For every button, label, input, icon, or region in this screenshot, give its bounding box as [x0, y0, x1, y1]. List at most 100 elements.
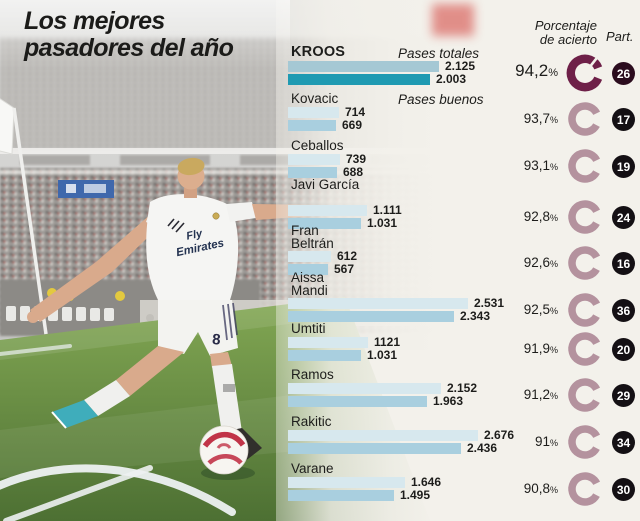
percent-sign: %	[549, 345, 558, 355]
accuracy-number: 91,9	[523, 341, 550, 356]
bar-pases-totales	[288, 430, 478, 441]
scoreboard-blur	[432, 4, 474, 36]
appearances-badge: 36	[612, 299, 635, 322]
accuracy-number: 92,5	[523, 302, 550, 317]
bar-value-buenos: 1.495	[400, 488, 431, 502]
bar-pases-totales	[288, 383, 441, 394]
accuracy-number: 92,6	[523, 255, 550, 270]
bar-pases-totales	[288, 205, 367, 216]
accuracy-ring-icon	[568, 246, 602, 280]
accuracy-value: 91,2%	[468, 386, 558, 405]
page-title: Los mejores pasadores del año	[24, 8, 234, 62]
pitch-lines	[0, 344, 236, 521]
bar-value-totales: 2.676	[484, 428, 515, 442]
bar-value-buenos: 2.343	[460, 309, 491, 323]
appearances-badge: 30	[612, 478, 635, 501]
player-jersey	[146, 194, 239, 300]
bar-pases-totales	[288, 251, 331, 262]
jersey-sponsor-line1: Fly	[185, 227, 204, 242]
percent-sign: %	[549, 115, 558, 125]
accuracy-ring-icon	[568, 293, 602, 327]
ball	[199, 425, 255, 480]
ad-board-mark	[66, 184, 76, 193]
accuracy-value: 91,9%	[468, 340, 558, 359]
player-name: KROOS	[291, 44, 346, 60]
bar-pases-buenos	[288, 218, 361, 229]
accuracy-ring-icon	[568, 149, 602, 183]
bar-value-buenos: 1.031	[367, 348, 398, 362]
percent-sign: %	[549, 438, 558, 448]
player-name: Fran Beltrán	[291, 223, 334, 251]
bar-value-buenos: 2.003	[436, 72, 467, 86]
bar-value-totales: 612	[337, 249, 358, 263]
bar-pases-buenos	[288, 396, 427, 407]
player-left-sock	[84, 380, 130, 416]
bar-pases-totales	[288, 61, 439, 72]
player-back-arm	[30, 206, 172, 322]
bar-pases-totales	[288, 107, 339, 118]
accuracy-value: 94,2%	[468, 61, 558, 83]
bar-pases-totales	[288, 477, 405, 488]
bar-value-buenos: 2.436	[467, 441, 498, 455]
bar-pases-buenos	[288, 74, 430, 85]
percent-sign: %	[549, 485, 558, 495]
bar-value-totales: 739	[346, 152, 367, 166]
page-title-line2: pasadores del año	[24, 34, 234, 62]
player-name: Kovacic	[291, 91, 339, 106]
accuracy-ring-icon	[568, 102, 602, 136]
player-right-sock	[212, 364, 242, 434]
accuracy-value: 93,7%	[468, 110, 558, 129]
bar-pases-buenos	[288, 490, 394, 501]
bar-pases-totales	[288, 154, 340, 165]
bar-value-totales: 1.646	[411, 475, 442, 489]
player-shorts	[158, 300, 238, 356]
shorts-number: 8	[212, 331, 222, 349]
bar-pases-totales	[288, 337, 368, 348]
legend-pases-buenos: Pases buenos	[398, 92, 484, 107]
accuracy-number: 90,8	[523, 481, 550, 496]
accuracy-header: Porcentaje de acierto	[500, 19, 597, 47]
accuracy-number: 91,2	[523, 387, 550, 402]
percent-sign: %	[549, 259, 558, 269]
accuracy-number: 93,1	[523, 158, 550, 173]
ad-board-mark2	[84, 184, 106, 193]
accuracy-ring-icon	[568, 332, 602, 366]
appearances-badge: 26	[612, 62, 635, 85]
player-name: Ramos	[291, 367, 334, 382]
adidas-logo-icon	[167, 218, 185, 233]
player-hair	[177, 157, 205, 176]
accuracy-value: 92,6%	[468, 254, 558, 273]
player-name: Rakitic	[291, 414, 332, 429]
player-name: Umtiti	[291, 321, 326, 336]
title-haze	[0, 0, 290, 70]
accuracy-value: 92,5%	[468, 301, 558, 320]
bar-value-buenos: 567	[334, 262, 355, 276]
bar-value-totales: 2.531	[474, 296, 505, 310]
appearances-badge: 34	[612, 431, 635, 454]
bar-value-buenos: 669	[342, 118, 363, 132]
accuracy-number: 91	[534, 434, 550, 449]
bar-pases-buenos	[288, 443, 461, 454]
bar-value-totales: 1121	[374, 335, 401, 349]
bar-value-totales: 2.152	[447, 381, 478, 395]
percent-sign: %	[549, 213, 558, 223]
percent-sign: %	[548, 67, 558, 79]
player-name: Aissa Mandi	[291, 270, 328, 298]
bar-pases-buenos	[288, 167, 337, 178]
percent-sign: %	[549, 306, 558, 316]
club-crest-icon	[212, 212, 220, 220]
bar-value-totales: 1.111	[373, 203, 402, 217]
bar-value-buenos: 688	[343, 165, 364, 179]
accuracy-number: 93,7	[523, 111, 550, 126]
bar-pases-totales	[288, 298, 468, 309]
accuracy-value: 91%	[468, 433, 558, 452]
bar-pases-buenos	[288, 264, 328, 275]
player-name: Ceballos	[291, 138, 344, 153]
bar-pases-buenos	[288, 311, 454, 322]
legend-pases-totales: Pases totales	[398, 46, 480, 61]
appearances-badge: 29	[612, 384, 635, 407]
accuracy-header-line1: Porcentaje	[534, 18, 597, 33]
appearances-badge: 19	[612, 155, 635, 178]
bar-value-buenos: 1.963	[433, 394, 464, 408]
bar-pases-buenos	[288, 350, 361, 361]
